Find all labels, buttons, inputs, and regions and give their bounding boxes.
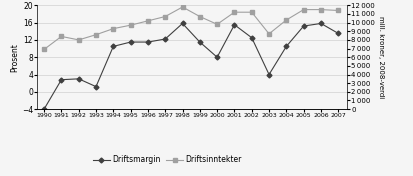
Driftsmargin — [336, 32, 341, 34]
Driftsmargin — [249, 37, 254, 39]
Driftsinntekter — [215, 23, 220, 25]
Driftsmargin — [111, 45, 116, 48]
Driftsinntekter — [318, 9, 323, 11]
Driftsinntekter — [301, 9, 306, 11]
Driftsinntekter — [336, 9, 341, 11]
Driftsmargin — [180, 22, 185, 24]
Driftsmargin — [197, 41, 202, 43]
Driftsinntekter — [145, 20, 150, 22]
Driftsmargin — [301, 25, 306, 27]
Y-axis label: Prosent: Prosent — [10, 43, 19, 72]
Driftsinntekter — [42, 48, 47, 51]
Driftsinntekter — [284, 19, 289, 21]
Driftsinntekter — [93, 34, 98, 36]
Driftsmargin — [128, 41, 133, 43]
Driftsmargin — [284, 45, 289, 48]
Driftsmargin — [266, 73, 271, 76]
Driftsinntekter — [180, 6, 185, 8]
Line: Driftsmargin: Driftsmargin — [43, 22, 340, 111]
Driftsmargin — [76, 78, 81, 80]
Driftsmargin — [318, 22, 323, 24]
Driftsinntekter — [76, 39, 81, 41]
Driftsinntekter — [249, 11, 254, 13]
Driftsmargin — [42, 108, 47, 110]
Driftsmargin — [145, 41, 150, 43]
Driftsinntekter — [197, 15, 202, 18]
Driftsinntekter — [266, 33, 271, 35]
Driftsinntekter — [232, 11, 237, 13]
Driftsmargin — [93, 86, 98, 88]
Driftsinntekter — [128, 24, 133, 26]
Line: Driftsinntekter: Driftsinntekter — [43, 5, 340, 51]
Driftsinntekter — [59, 35, 64, 37]
Driftsinntekter — [111, 28, 116, 30]
Legend: Driftsmargin, Driftsinntekter: Driftsmargin, Driftsinntekter — [90, 152, 245, 168]
Driftsmargin — [215, 56, 220, 58]
Y-axis label: mill. kroner, 2008-verdi: mill. kroner, 2008-verdi — [378, 16, 384, 98]
Driftsinntekter — [163, 15, 168, 18]
Driftsmargin — [163, 38, 168, 40]
Driftsmargin — [232, 24, 237, 26]
Driftsmargin — [59, 79, 64, 81]
